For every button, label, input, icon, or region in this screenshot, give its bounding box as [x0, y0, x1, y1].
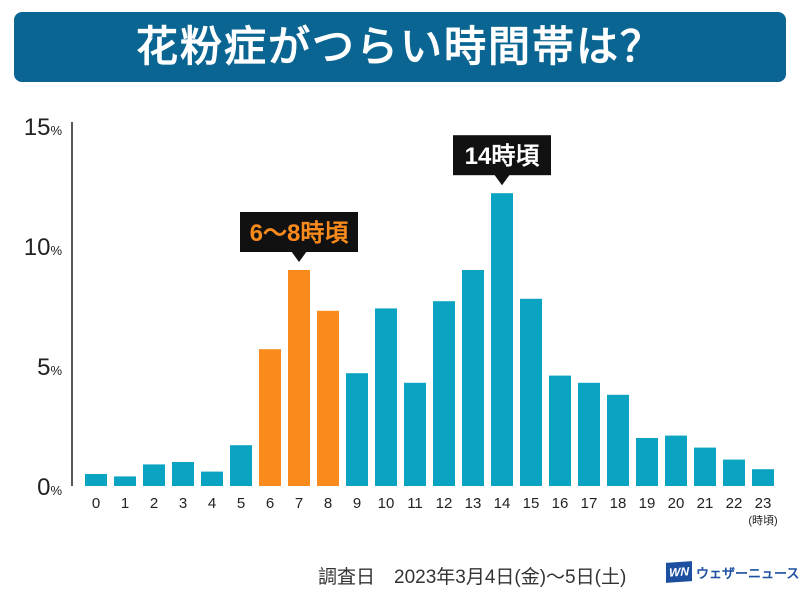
y-tick-label: 15% — [24, 114, 63, 141]
x-tick-label: 21 — [697, 495, 714, 512]
x-tick-label: 16 — [552, 495, 569, 512]
bar-11 — [404, 382, 426, 486]
bar-23 — [752, 469, 774, 486]
x-tick-label: 3 — [179, 495, 187, 512]
chart-title: 花粉症がつらい時間帯は？ — [14, 12, 786, 82]
x-tick-label: 17 — [581, 495, 598, 512]
y-tick-label: 5% — [37, 354, 62, 381]
bar-3 — [172, 462, 194, 486]
bar-19 — [636, 438, 658, 486]
bar-8 — [317, 310, 339, 486]
annotation-box — [240, 212, 358, 252]
annotation-label: 14時頃 — [465, 143, 541, 170]
annotation-label: 6〜8時頃 — [250, 220, 350, 247]
annotation-pointer — [291, 251, 307, 262]
bar-16 — [549, 375, 571, 486]
bar-9 — [346, 373, 368, 486]
bar-22 — [723, 459, 745, 486]
x-tick-label: 7 — [295, 495, 303, 512]
bar-4 — [201, 471, 223, 486]
x-tick-label: 10 — [378, 495, 395, 512]
x-axis-unit: (時頃) — [748, 514, 777, 527]
bar-13 — [462, 270, 484, 486]
x-tick-label: 0 — [92, 495, 100, 512]
weathernews-logo: WN ウェザーニュース — [666, 561, 800, 583]
x-tick-label: 8 — [324, 495, 332, 512]
bar-18 — [607, 394, 629, 486]
bar-10 — [375, 308, 397, 486]
bar-21 — [694, 447, 716, 486]
x-tick-label: 14 — [494, 495, 511, 512]
survey-date: 調査日 2023年3月4日(金)〜5日(土) — [318, 567, 627, 588]
x-tick-label: 1 — [121, 495, 129, 512]
x-tick-label: 11 — [407, 495, 423, 512]
bar-20 — [665, 435, 687, 486]
bar-15 — [520, 298, 542, 486]
bar-17 — [578, 382, 600, 486]
x-tick-label: 5 — [237, 495, 245, 512]
bar-5 — [230, 445, 252, 486]
y-tick-label: 10% — [24, 234, 63, 261]
x-tick-label: 22 — [726, 495, 743, 512]
bar-7 — [288, 270, 310, 486]
x-tick-label: 23 — [755, 495, 772, 512]
x-tick-label: 13 — [465, 495, 482, 512]
x-tick-label: 6 — [266, 495, 274, 512]
bar-2 — [143, 464, 165, 486]
x-tick-label: 18 — [610, 495, 627, 512]
bar-12 — [433, 301, 455, 486]
logo-text: ウェザーニュース — [696, 565, 800, 581]
y-tick-label: 0% — [37, 474, 62, 501]
x-tick-label: 20 — [668, 495, 685, 512]
x-tick-label: 12 — [436, 495, 453, 512]
annotation-pointer — [494, 174, 510, 186]
x-tick-label: 9 — [353, 495, 361, 512]
bar-14 — [491, 193, 513, 486]
x-tick-label: 4 — [208, 495, 216, 512]
bar-6 — [259, 349, 281, 486]
logo-mark: WN — [666, 561, 692, 583]
bar-0 — [85, 474, 107, 486]
x-tick-label: 15 — [523, 495, 540, 512]
bar-1 — [114, 476, 136, 486]
annotation-box — [453, 135, 551, 176]
x-tick-label: 2 — [150, 495, 158, 512]
x-tick-label: 19 — [639, 495, 656, 512]
